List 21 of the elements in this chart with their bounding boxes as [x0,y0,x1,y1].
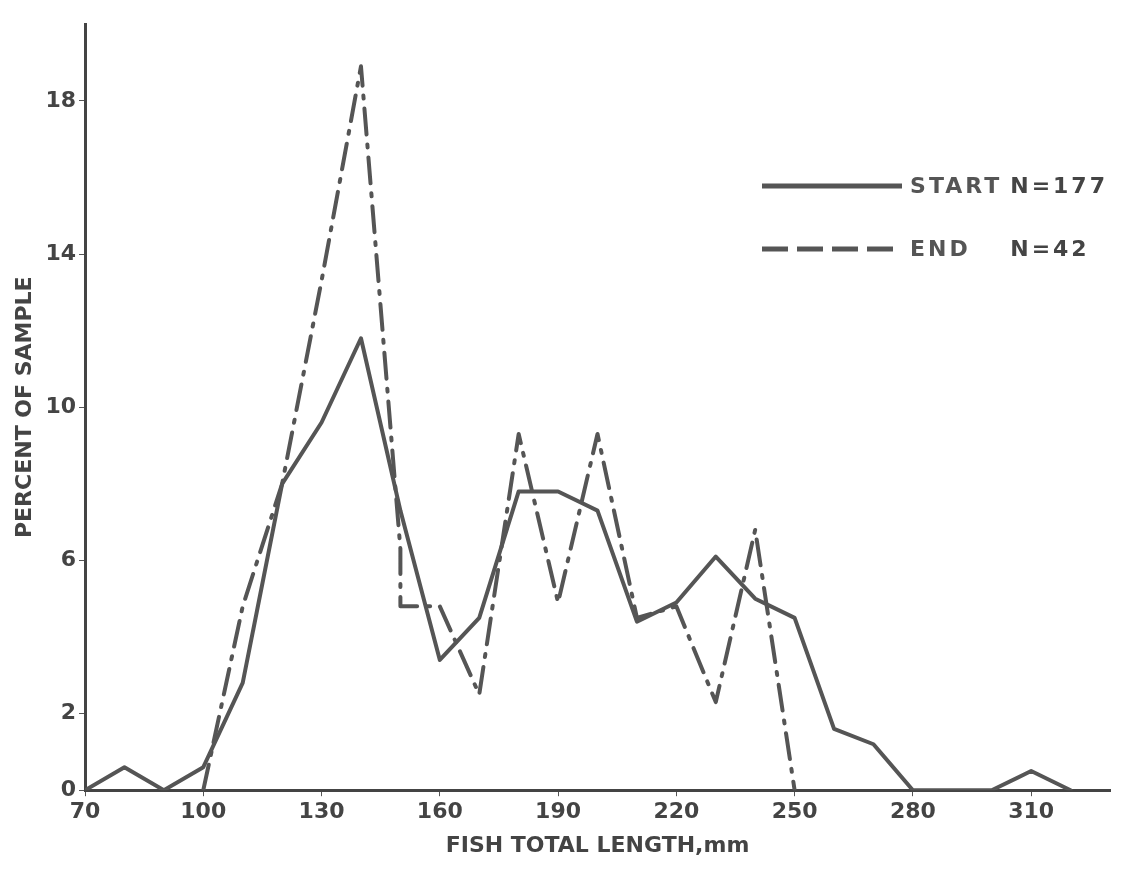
legend-label: END [910,236,971,261]
y-tick-label: 10 [45,392,77,418]
x-tick-label: 70 [69,798,101,824]
x-tick-label: 280 [889,798,936,824]
y-axis-title: PERCENT OF SAMPLE [10,276,36,539]
y-tick-label: 14 [45,239,77,265]
annotation: N=177 [1010,173,1108,198]
x-tick-label: 160 [416,798,463,824]
annotation: N=42 [1010,236,1090,261]
x-tick-label: 100 [180,798,227,824]
x-tick-label: 310 [1008,798,1055,824]
legend-label: START [910,173,1003,198]
x-tick-label: 130 [298,798,345,824]
x-tick-label: 250 [771,798,818,824]
y-tick-label: 6 [60,546,77,572]
y-tick-label: 18 [45,86,77,112]
x-tick-label: 190 [535,798,582,824]
x-tick-label: 220 [653,798,700,824]
y-tick-label: 0 [60,775,77,801]
y-tick-label: 2 [60,699,77,725]
x-axis-title: FISH TOTAL LENGTH,mm [445,831,750,857]
